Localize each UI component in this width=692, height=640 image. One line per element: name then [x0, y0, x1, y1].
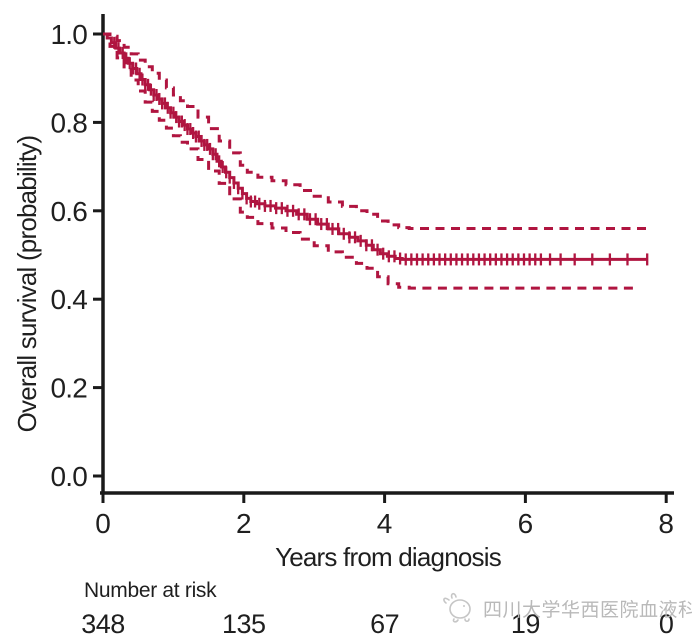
censor-marks [113, 36, 649, 266]
survival-curve [103, 32, 648, 261]
svg-text:348: 348 [81, 609, 125, 639]
svg-text:0: 0 [659, 609, 674, 639]
svg-text:4: 4 [377, 508, 393, 539]
svg-text:135: 135 [222, 609, 266, 639]
svg-text:0.6: 0.6 [50, 196, 87, 227]
svg-text:19: 19 [511, 609, 540, 639]
x-axis-title: Years from diagnosis [275, 542, 502, 572]
y-axis-title: Overall survival (probability) [12, 135, 42, 433]
svg-text:0.2: 0.2 [50, 373, 87, 404]
watermark-text: 四川大学华西医院血液科 [483, 599, 692, 621]
svg-text:8: 8 [658, 508, 674, 539]
svg-text:0.0: 0.0 [50, 461, 87, 492]
risk-table-label: Number at risk [84, 579, 217, 602]
svg-text:6: 6 [518, 508, 534, 539]
svg-text:2: 2 [236, 508, 252, 539]
risk-values: 348 135 67 19 0 [81, 609, 674, 639]
watermark: 四川大学华西医院血液科 [440, 590, 692, 626]
y-tick-labels: 1.0 0.8 0.6 0.4 0.2 0.0 [50, 19, 103, 492]
x-tick-labels: 0 2 4 6 8 [95, 493, 674, 539]
svg-text:0.8: 0.8 [50, 107, 87, 138]
svg-text:0.4: 0.4 [50, 284, 87, 315]
ci-upper-curve [103, 32, 648, 230]
axes [100, 14, 674, 495]
svg-text:67: 67 [370, 609, 399, 639]
svg-text:1.0: 1.0 [50, 19, 87, 50]
watermark-logo-icon [443, 592, 471, 623]
ci-lower-curve [103, 32, 638, 290]
svg-text:0: 0 [95, 508, 111, 539]
